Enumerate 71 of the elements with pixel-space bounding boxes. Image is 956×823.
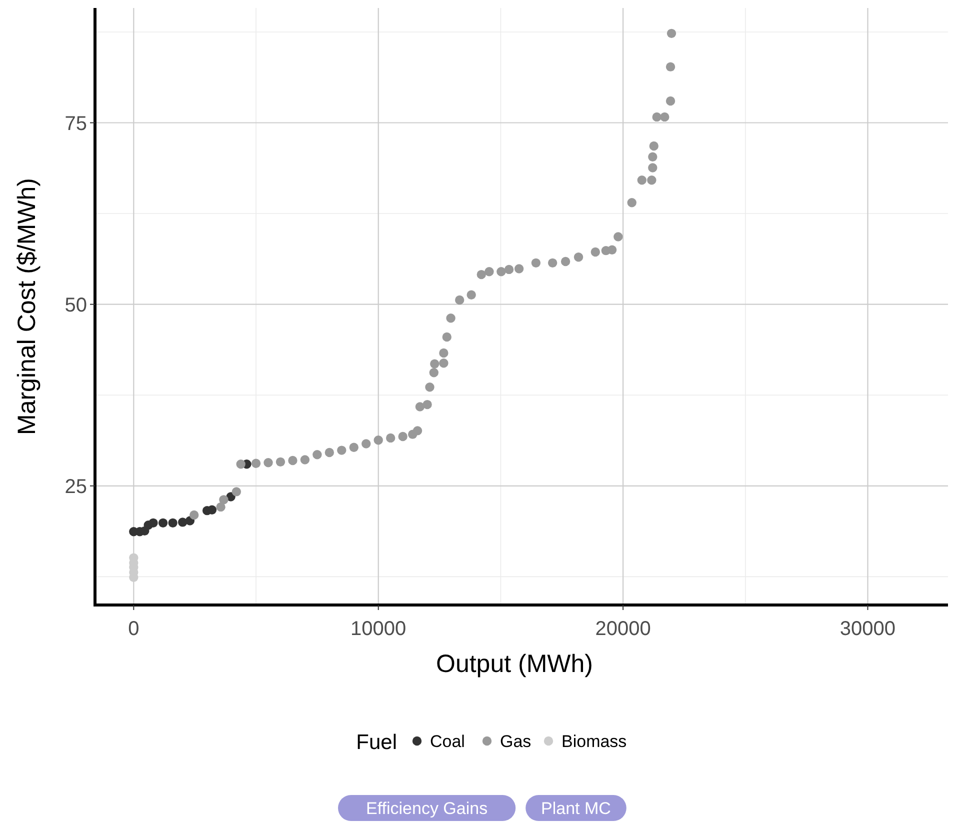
- point: [504, 264, 514, 274]
- point: [412, 426, 422, 436]
- legend-title: Fuel: [356, 731, 397, 754]
- point: [398, 432, 408, 442]
- point: [660, 112, 670, 122]
- x-tick-label: 10000: [350, 618, 406, 640]
- x-tick-label: 30000: [840, 618, 896, 640]
- point: [466, 290, 476, 300]
- point: [531, 258, 541, 268]
- point: [548, 258, 558, 268]
- point: [324, 448, 334, 458]
- y-tick-label: 50: [64, 294, 87, 316]
- point: [446, 314, 456, 323]
- point: [312, 450, 322, 460]
- point: [148, 518, 158, 528]
- point: [288, 456, 298, 466]
- point: [236, 460, 246, 469]
- text: Plant MC: [541, 799, 611, 818]
- legend-label: Gas: [500, 732, 532, 751]
- point: [476, 270, 486, 280]
- point: [337, 446, 346, 455]
- legend-label: Coal: [430, 732, 465, 751]
- point: [430, 359, 440, 368]
- point: [276, 457, 286, 467]
- point: [514, 264, 524, 274]
- legend-label: Biomass: [562, 732, 627, 751]
- point: [374, 436, 383, 445]
- point: [362, 439, 371, 448]
- point: [349, 442, 358, 452]
- point: [649, 141, 658, 151]
- point: [439, 348, 448, 358]
- point: [614, 232, 623, 242]
- point: [415, 402, 425, 412]
- point: [652, 112, 662, 122]
- point: [300, 455, 310, 464]
- point: [386, 433, 396, 443]
- point: [168, 518, 178, 528]
- point: [647, 176, 656, 185]
- point: [219, 495, 228, 504]
- y-tick-label: 25: [64, 476, 87, 498]
- y-axis-title: Marginal Cost ($/MWh): [13, 178, 41, 435]
- point: [666, 28, 676, 38]
- y-tick-label: 75: [64, 112, 87, 135]
- x-tick-label: 0: [128, 618, 140, 640]
- point: [158, 518, 168, 528]
- point: [637, 176, 646, 185]
- point: [429, 368, 438, 378]
- point: [496, 267, 506, 276]
- text: Efficiency Gains: [366, 799, 488, 818]
- point: [216, 502, 226, 512]
- point: [627, 198, 636, 208]
- point: [454, 295, 464, 305]
- point: [232, 487, 242, 496]
- point: [648, 152, 658, 162]
- point: [442, 332, 452, 342]
- x-tick-label: 20000: [595, 618, 651, 640]
- point: [574, 252, 584, 262]
- point: [484, 267, 494, 276]
- point: [439, 358, 448, 368]
- point: [190, 510, 199, 520]
- point: [251, 458, 261, 468]
- point: [425, 382, 434, 392]
- point: [422, 400, 432, 410]
- x-axis-title: Output (MWh): [436, 650, 593, 678]
- point: [666, 62, 676, 72]
- point: [666, 96, 676, 106]
- point: [560, 256, 570, 266]
- point: [264, 458, 273, 468]
- point: [648, 163, 658, 172]
- point: [590, 247, 600, 257]
- point: [607, 245, 617, 254]
